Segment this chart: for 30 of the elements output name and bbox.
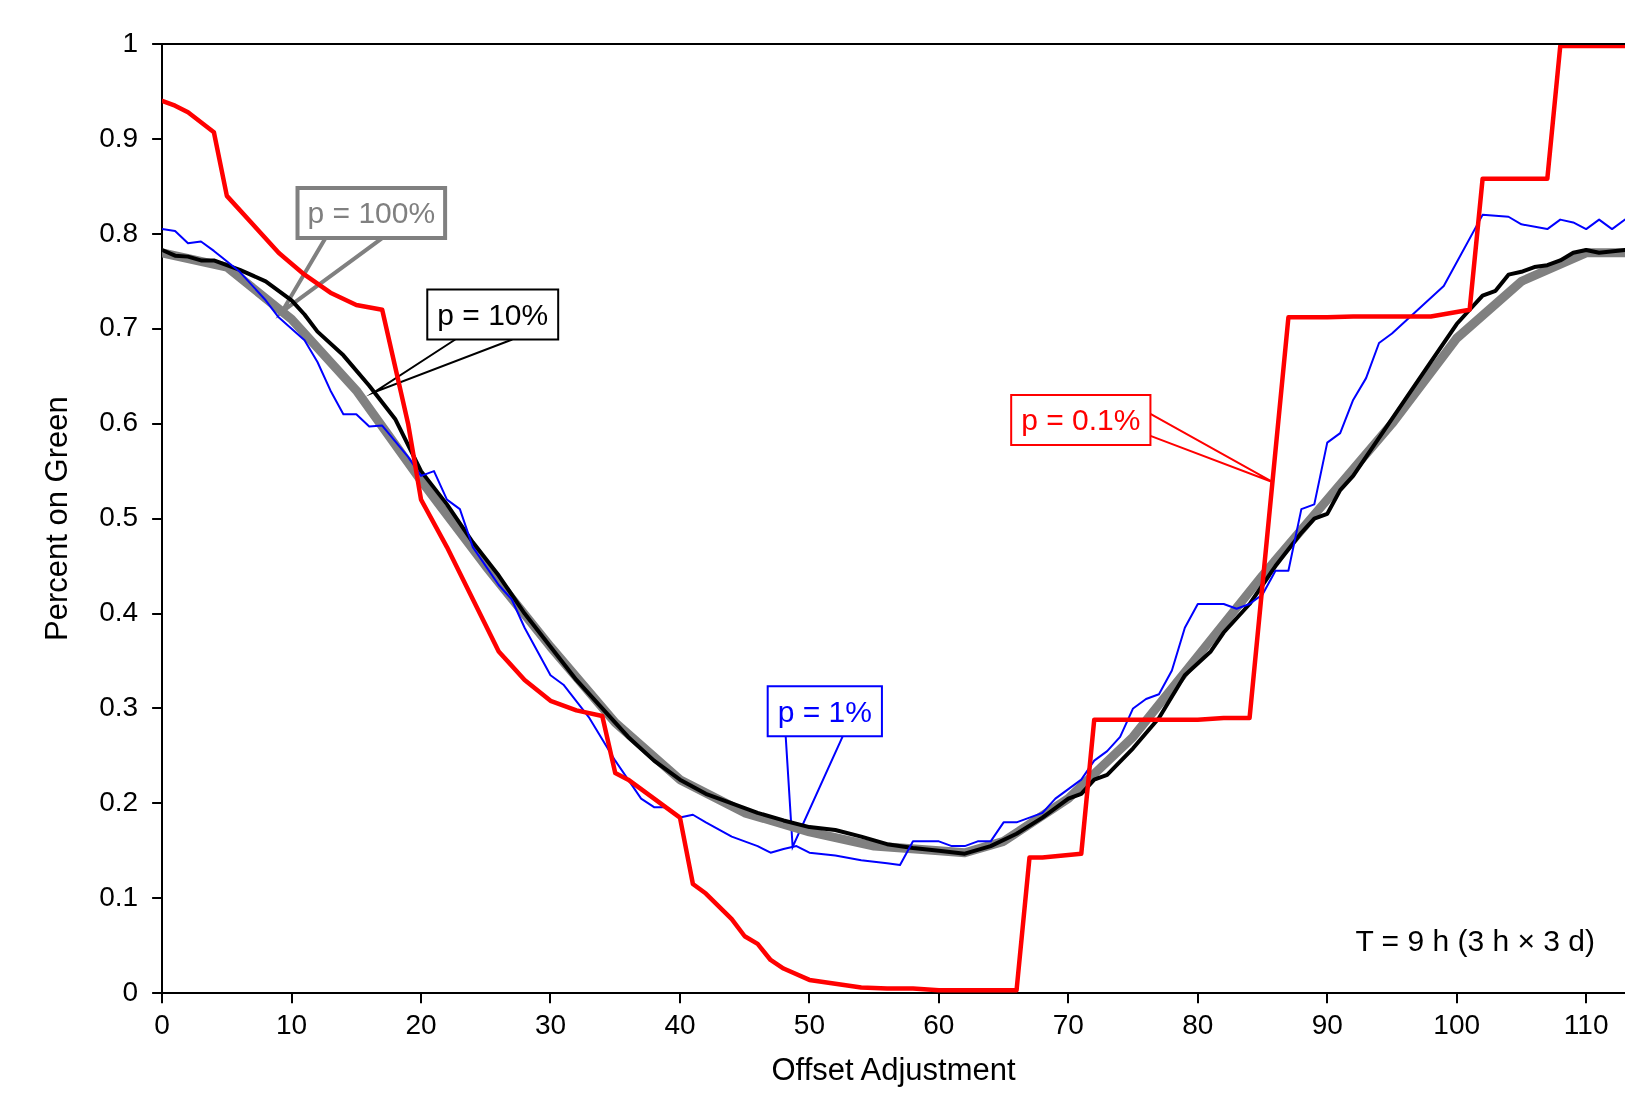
x-axis-title: Offset Adjustment xyxy=(771,1051,1016,1087)
x-tick-label: 20 xyxy=(405,1008,437,1040)
y-tick-label: 0.7 xyxy=(99,311,139,343)
x-tick-label: 60 xyxy=(923,1008,955,1040)
x-tick-label: 80 xyxy=(1182,1008,1214,1040)
y-tick-label: 0.2 xyxy=(99,786,139,818)
y-tick-label: 0.6 xyxy=(99,406,139,438)
text: p = 0.1% xyxy=(1021,403,1141,437)
x-tick-label: 100 xyxy=(1433,1008,1481,1040)
y-tick-label: 0.4 xyxy=(99,596,139,628)
x-tick-label: 0 xyxy=(154,1008,170,1040)
y-tick-label: 0.5 xyxy=(99,501,139,533)
annotation: T = 9 h (3 h × 3 d) xyxy=(1355,924,1595,958)
x-tick-label: 90 xyxy=(1311,1008,1343,1040)
y-tick-label: 0.9 xyxy=(99,121,139,153)
text: p = 100% xyxy=(307,196,436,230)
y-tick-label: 1 xyxy=(122,26,139,58)
x-tick-label: 40 xyxy=(664,1008,696,1040)
y-tick-label: 0.8 xyxy=(99,216,139,248)
y-tick-label: 0.1 xyxy=(99,881,139,912)
y-tick-label: 0.3 xyxy=(99,691,139,723)
x-tick-label: 70 xyxy=(1052,1008,1084,1040)
x-tick-label: 50 xyxy=(793,1008,825,1040)
x-tick-label: 30 xyxy=(534,1008,567,1040)
y-axis-title: Percent on Green xyxy=(39,396,75,641)
text: p = 10% xyxy=(437,297,549,331)
x-tick-label: 10 xyxy=(276,1008,308,1040)
y-tick-label: 0 xyxy=(122,975,139,1007)
text: p = 1% xyxy=(777,694,872,728)
x-tick-label: 110 xyxy=(1563,1008,1609,1040)
